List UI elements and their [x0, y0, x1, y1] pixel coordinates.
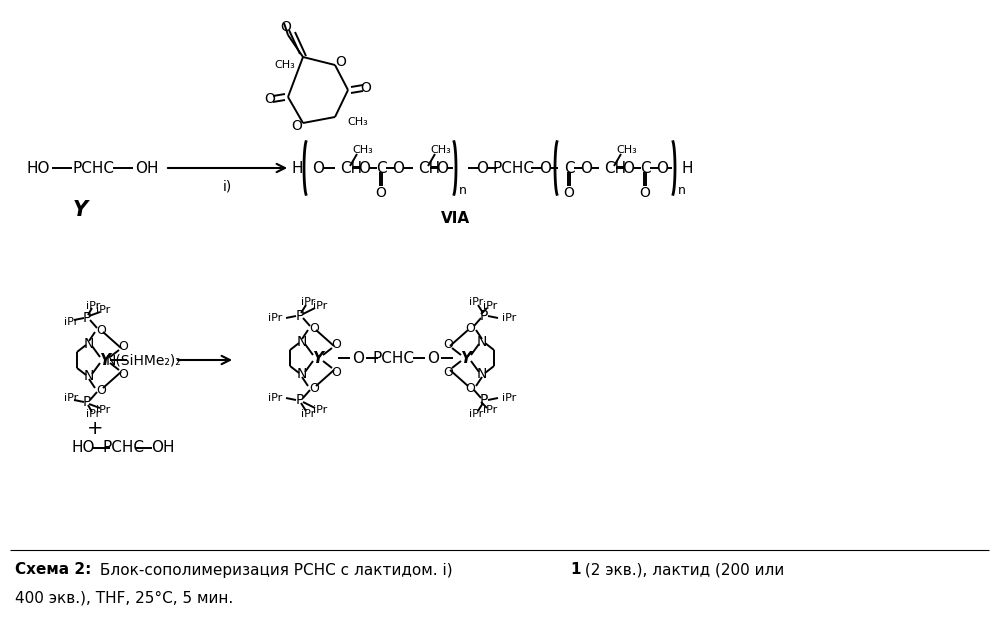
Text: Y: Y: [100, 352, 111, 368]
Text: O: O: [539, 161, 551, 176]
Text: iPr: iPr: [64, 393, 78, 403]
Text: Схема 2:: Схема 2:: [15, 562, 91, 577]
Text: iPr: iPr: [483, 301, 498, 311]
Text: O: O: [444, 337, 453, 350]
Text: O: O: [466, 321, 475, 334]
Text: O: O: [436, 161, 448, 176]
Text: N: N: [477, 335, 488, 349]
Text: CH₃: CH₃: [353, 145, 374, 155]
Text: O: O: [96, 384, 106, 397]
Text: O: O: [622, 161, 634, 176]
Text: OH: OH: [151, 441, 175, 455]
Text: O: O: [563, 186, 574, 200]
Text: O: O: [336, 55, 347, 69]
Text: iPr: iPr: [86, 409, 100, 419]
Text: n: n: [678, 184, 686, 197]
Text: iPr: iPr: [502, 313, 516, 323]
Text: iPr: iPr: [96, 405, 110, 415]
Text: P: P: [83, 311, 91, 325]
Text: 400 экв.), THF, 25°C, 5 мин.: 400 экв.), THF, 25°C, 5 мин.: [15, 591, 233, 606]
Text: O: O: [352, 350, 364, 365]
Text: O: O: [444, 365, 453, 378]
Text: n: n: [460, 184, 467, 197]
Text: O: O: [265, 92, 276, 106]
Text: PCHC: PCHC: [373, 350, 415, 365]
Text: N: N: [477, 367, 488, 381]
Text: O: O: [118, 339, 128, 352]
Text: iPr: iPr: [301, 297, 315, 307]
Text: O: O: [309, 381, 319, 394]
Text: CH₃: CH₃: [275, 60, 295, 70]
Text: Y: Y: [461, 350, 472, 365]
Text: C: C: [376, 161, 387, 176]
Text: CH₃: CH₃: [616, 145, 637, 155]
Text: O: O: [118, 368, 128, 381]
Text: Y: Y: [313, 350, 324, 365]
Text: P: P: [83, 395, 91, 409]
Text: iPr: iPr: [268, 393, 282, 403]
Text: O: O: [358, 161, 370, 176]
Text: iPr: iPr: [96, 305, 110, 315]
Text: CH: CH: [418, 161, 441, 176]
Text: O: O: [331, 337, 341, 350]
Text: iPr: iPr: [301, 409, 315, 419]
Text: Блок-сополимеризация РСНС с лактидом. i): Блок-сополимеризация РСНС с лактидом. i): [95, 562, 458, 577]
Text: O: O: [427, 350, 439, 365]
Text: CH₃: CH₃: [347, 117, 368, 127]
Text: N: N: [297, 335, 307, 349]
Text: VIA: VIA: [441, 211, 470, 226]
Text: O: O: [639, 186, 650, 200]
Text: O: O: [309, 321, 319, 334]
Text: P: P: [480, 309, 489, 323]
Text: iPr: iPr: [86, 301, 100, 311]
Text: O: O: [331, 365, 341, 378]
Text: P: P: [480, 393, 489, 407]
Text: (2 экв.), лактид (200 или: (2 экв.), лактид (200 или: [580, 562, 784, 577]
Text: O: O: [312, 161, 324, 176]
Text: O: O: [466, 381, 475, 394]
Text: N: N: [84, 369, 94, 383]
Text: PCHC: PCHC: [102, 441, 144, 455]
Text: O: O: [96, 323, 106, 336]
Text: C: C: [563, 161, 574, 176]
Text: H: H: [681, 161, 692, 176]
Text: iPr: iPr: [469, 409, 484, 419]
Text: O: O: [392, 161, 404, 176]
Text: OH: OH: [135, 161, 159, 176]
Text: N: N: [84, 337, 94, 351]
Text: P: P: [296, 309, 304, 323]
Text: iPr: iPr: [64, 317, 78, 327]
Text: O: O: [292, 119, 303, 133]
Text: CH: CH: [604, 161, 626, 176]
Text: O: O: [281, 20, 292, 34]
Text: CH₃: CH₃: [431, 145, 452, 155]
Text: iPr: iPr: [268, 313, 282, 323]
Text: N: N: [297, 367, 307, 381]
Text: HO: HO: [71, 441, 95, 455]
Text: O: O: [656, 161, 668, 176]
Text: P: P: [296, 393, 304, 407]
Text: O: O: [580, 161, 592, 176]
Text: CH: CH: [340, 161, 362, 176]
Text: i): i): [223, 179, 232, 193]
Text: PCHC: PCHC: [493, 161, 535, 176]
Text: O: O: [361, 81, 372, 95]
Text: O: O: [376, 186, 387, 200]
Text: iPr: iPr: [313, 301, 327, 311]
Text: O: O: [476, 161, 488, 176]
Text: H: H: [292, 161, 303, 176]
Text: iPr: iPr: [469, 297, 484, 307]
Text: N(SiHMe₂)₂: N(SiHMe₂)₂: [105, 353, 181, 367]
Text: C: C: [639, 161, 650, 176]
Text: Y: Y: [73, 200, 88, 220]
Text: iPr: iPr: [483, 405, 498, 415]
Text: PCHC: PCHC: [72, 161, 114, 176]
Text: 1: 1: [570, 562, 580, 577]
Text: +: +: [87, 418, 103, 438]
Text: iPr: iPr: [502, 393, 516, 403]
Text: iPr: iPr: [313, 405, 327, 415]
Text: HO: HO: [26, 161, 50, 176]
